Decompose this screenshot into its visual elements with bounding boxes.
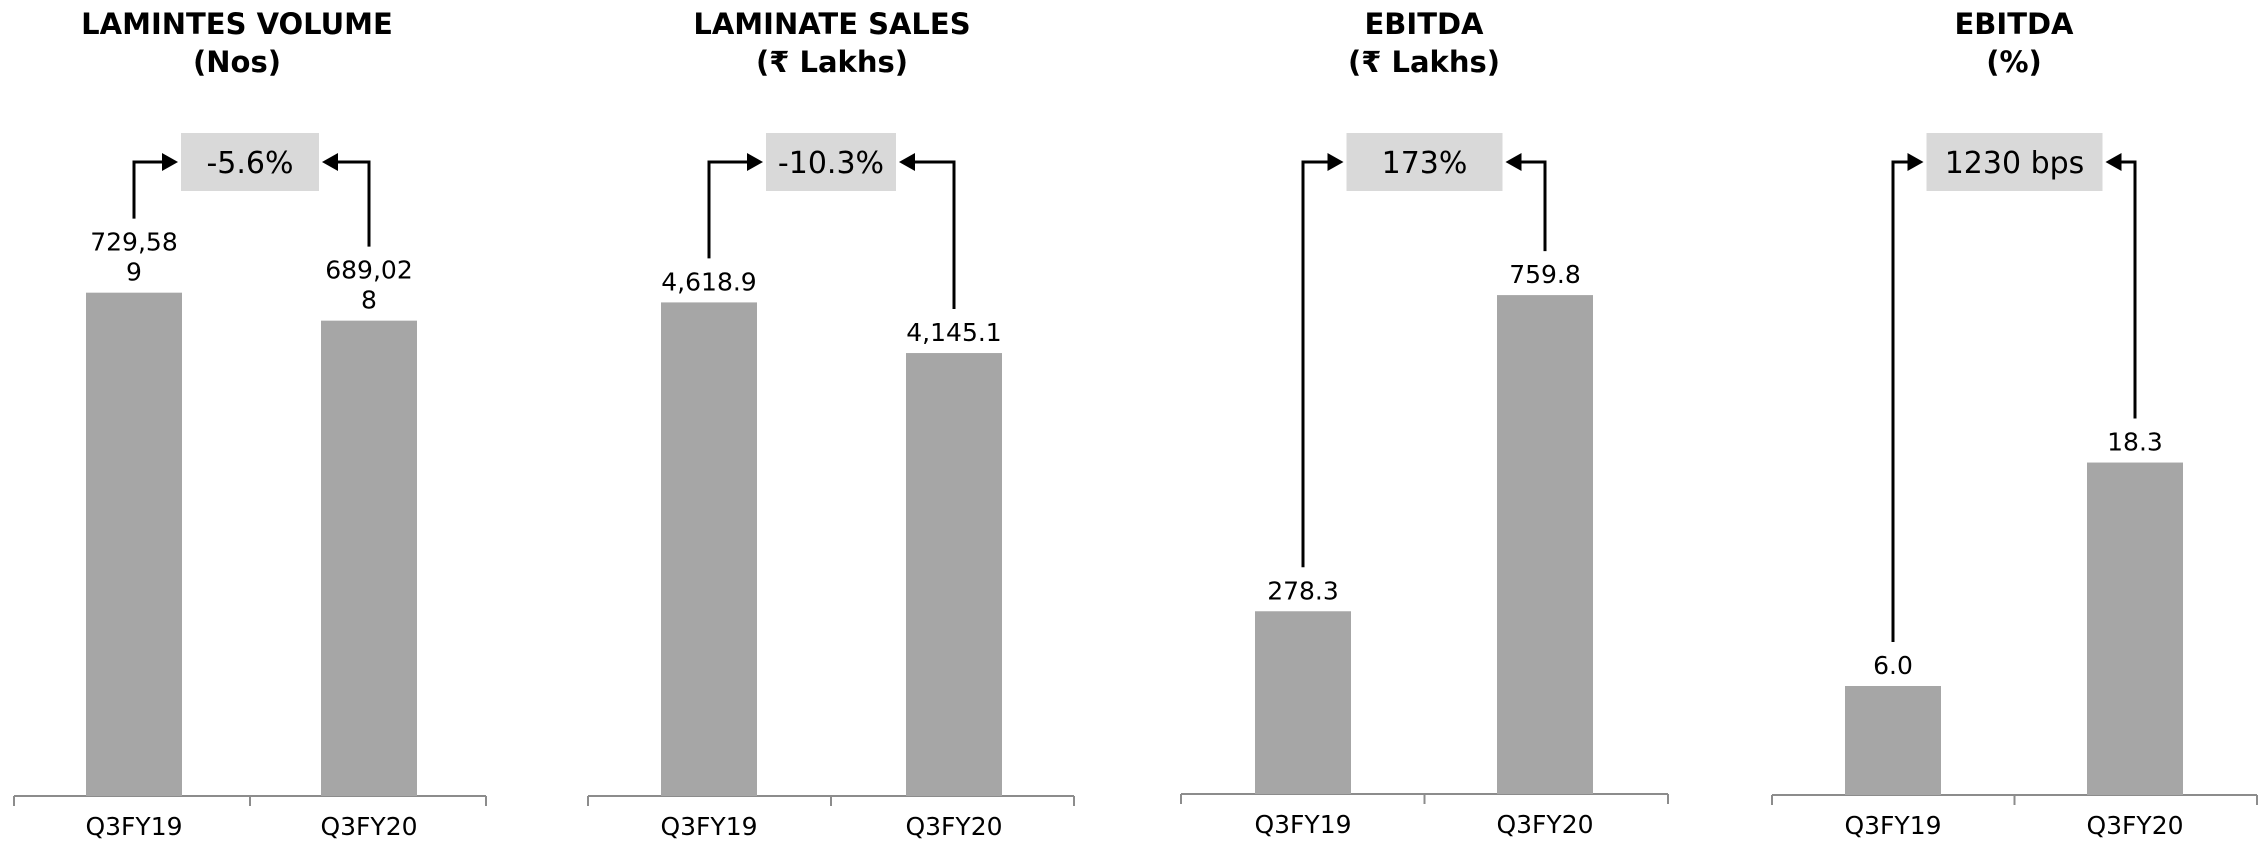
chart-title: (%) [1986,45,2042,79]
chart-title: LAMINTES VOLUME [81,7,393,41]
change-box [181,133,319,191]
bar [661,302,757,796]
x-tick-label: Q3FY20 [320,812,417,841]
data-label: 18.3 [2107,428,2163,457]
bar [1497,295,1593,794]
chart-title: (Nos) [193,45,281,79]
arrowhead [1505,153,1522,171]
arrowhead [2105,153,2122,171]
x-tick-label: Q3FY20 [905,812,1002,841]
x-tick-label: Q3FY19 [85,812,182,841]
chart-title: EBITDA [1954,7,2074,41]
bar [321,320,417,796]
x-tick-label: Q3FY19 [1844,811,1941,840]
data-label: 759.8 [1509,260,1581,289]
x-tick-label: Q3FY20 [2086,811,2183,840]
chart-panel: EBITDA (%) 6.0 Q3FY19 18.3 Q3FY20 1230 bps [1771,7,2258,840]
chart-panel: EBITDA (₹ Lakhs) 278.3 Q3FY19 759.8 Q3FY20 173… [1180,7,1669,839]
arrowhead [322,153,338,171]
arrowhead [1907,153,1924,171]
change-value: 173% [1382,146,1468,181]
connector-line [911,160,956,310]
arrowhead [1327,153,1344,171]
data-label: 8 [361,286,377,315]
chart-title: (₹ Lakhs) [1348,45,1500,79]
chart-panel: LAMINTES VOLUME (Nos) 729,589 Q3FY19 689,028… [13,7,487,841]
data-label: 6.0 [1873,651,1913,680]
change-box [1926,133,2103,191]
connector-line [132,160,166,219]
bar [1255,611,1351,794]
data-label: 4,145.1 [906,318,1001,347]
arrowhead [162,153,178,171]
data-label: 9 [126,258,142,287]
data-label: 4,618.9 [661,267,756,296]
connector-line [1891,160,1912,642]
bar [86,292,182,796]
data-label: 278.3 [1267,576,1339,605]
change-box [1346,133,1503,191]
change-value: -10.3% [778,146,884,181]
change-value: 1230 bps [1945,146,2085,181]
change-value: -5.6% [206,146,293,181]
bar [1845,686,1941,795]
chart-title: (₹ Lakhs) [756,45,908,79]
change-box [766,133,896,191]
x-tick-label: Q3FY20 [1496,810,1593,839]
x-tick-label: Q3FY19 [660,812,757,841]
chart-title: EBITDA [1364,7,1484,41]
arrowhead [899,153,915,171]
arrowhead [747,153,763,171]
bar [906,353,1002,796]
chart-title: LAMINATE SALES [693,7,970,41]
connector-line [2117,160,2137,419]
connector-line [334,160,371,247]
data-label: 689,02 [325,256,412,285]
chart-panel: LAMINATE SALES (₹ Lakhs) 4,618.9 Q3FY19 4,14… [587,7,1075,841]
connector-line [707,160,751,259]
x-tick-label: Q3FY19 [1254,810,1351,839]
bar [2087,462,2183,795]
data-label: 729,58 [90,228,177,257]
connector-line [1301,160,1332,568]
connector-line [1517,160,1547,252]
